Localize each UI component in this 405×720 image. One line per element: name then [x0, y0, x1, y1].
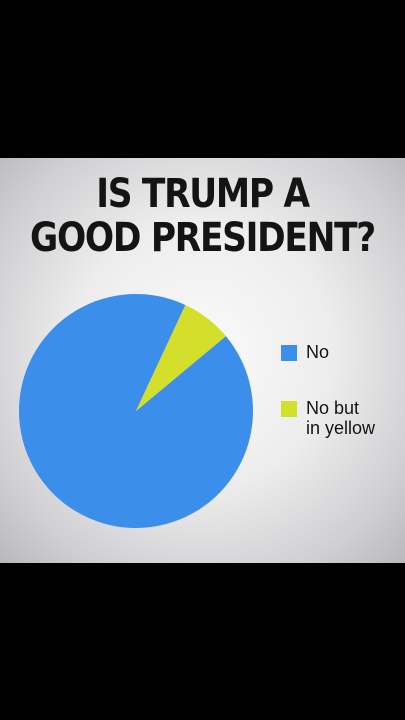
chart-title-line-1: IS TRUMP A	[96, 171, 310, 217]
legend-item-no: No	[281, 342, 405, 362]
meme-panel: IS TRUMP A GOOD PRESIDENT? No No but in …	[0, 158, 405, 563]
legend-label-no-but-yellow: No but in yellow	[306, 398, 376, 438]
chart-title-line-2: GOOD PRESIDENT?	[30, 215, 376, 261]
pie-chart	[19, 294, 254, 528]
legend-swatch-no-but-yellow	[281, 401, 297, 417]
pie-slice-no	[19, 294, 254, 528]
legend-swatch-no	[281, 345, 297, 361]
pie-slice-no-but-yellow	[136, 304, 226, 411]
legend-label-no: No	[306, 342, 330, 362]
legend-item-no-but-yellow: No but in yellow	[281, 398, 405, 438]
